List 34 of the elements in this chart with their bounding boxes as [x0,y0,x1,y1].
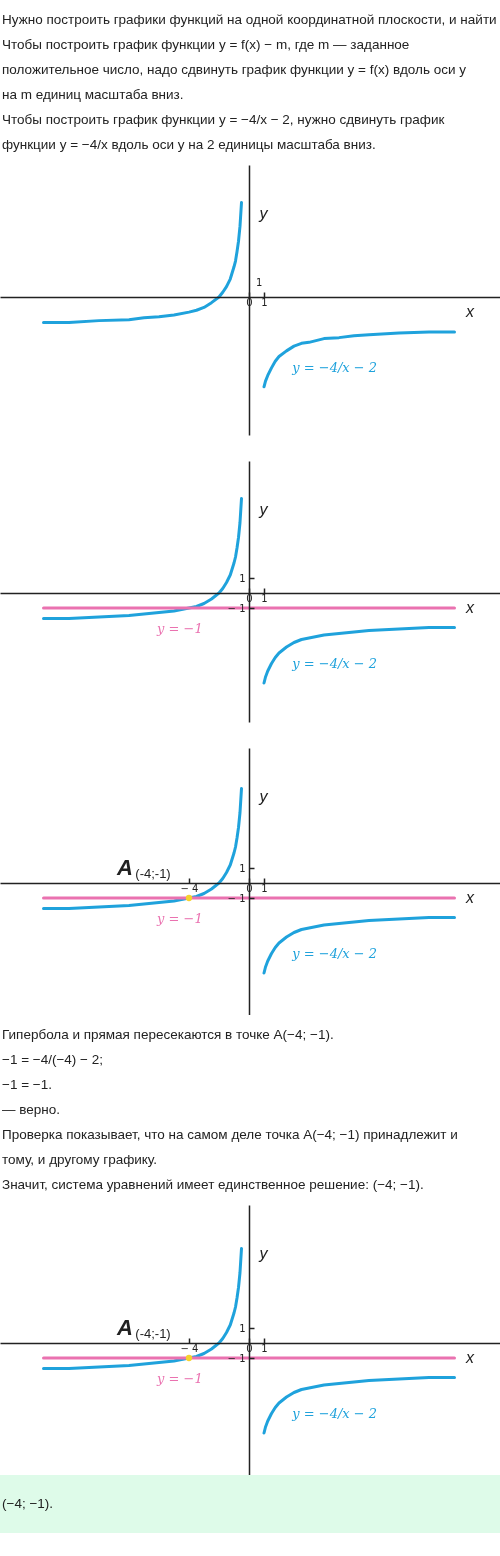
text: — верно. [2,1102,61,1117]
text: тому, и другому графику. [2,1152,158,1167]
annotation: (-4;-1) [135,1326,171,1341]
x-tick-label: − 4 [180,1343,199,1354]
text: (−4; −1). [2,1496,54,1511]
y-axis-title: y [258,1244,269,1262]
text: −1 = −4/(−4) − 2; [2,1052,103,1067]
x-tick-label: 1 [261,1343,268,1354]
text: положительное число, надо сдвинуть график функции y = f(x) вдоль оси y [2,62,467,77]
annotation: A [116,1315,133,1340]
text: −1 = −1. [2,1077,52,1092]
y-tick-label: − 1 [227,1353,246,1365]
x-axis-title: x [465,888,475,906]
annotation: A [116,855,133,880]
text: Значит, система уравнений имеет единственное решение: (−4; −1). [2,1177,424,1192]
text: функции y = −4/x вдоль оси y на 2 единицы масштаба вниз. [2,137,376,152]
text: на m единиц масштаба вниз. [2,87,184,102]
text: Чтобы построить график функции y = f(x) − m, где m — заданное [2,37,410,52]
x-axis-title: x [465,1348,475,1366]
text: Проверка показывает, что на самом деле точка A(−4; −1) принадлежит и [2,1127,458,1142]
text: Нужно построить графики функций на одной координатной плоскости, и найти [2,12,497,27]
x-tick-label: − 4 [180,883,199,894]
y-tick-label: 1 [239,1323,246,1335]
y-tick-label: 1 [239,863,246,875]
y-tick-label: − 1 [227,893,246,905]
text: Чтобы построить график функции y = −4/x − 2, нужно сдвинуть график [2,112,445,127]
x-tick-label: 1 [261,883,268,894]
series-label: y = −1 [155,1371,203,1386]
text: Гипербола и прямая пересекаются в точке A(−4; −1). [2,1027,334,1042]
series-label: y = −4/x − 2 [291,1405,378,1421]
annotation: (-4;-1) [135,866,171,881]
series-label: y = −4/x − 2 [291,945,378,961]
series-label: y = −1 [155,911,203,926]
y-axis-title: y [258,787,269,805]
